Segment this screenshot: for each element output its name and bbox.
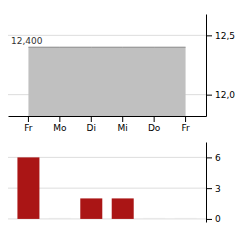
- tick-label: 6: [215, 153, 221, 163]
- tick: 0: [206, 214, 221, 224]
- bar: [80, 198, 102, 219]
- axis-line: [9, 116, 207, 117]
- tick-label: Mi: [118, 123, 128, 133]
- tick-label: Do: [148, 123, 161, 133]
- tick: 3: [206, 184, 221, 194]
- tick: Di: [87, 116, 96, 133]
- bar: [112, 198, 134, 219]
- panel: 0 3 6: [8, 143, 221, 225]
- tick-mark: [206, 219, 212, 220]
- grid: [8, 157, 206, 219]
- chart: 12,0 12,5 Fr Mo Di Mi Do Fr 12,400 0 3 6: [0, 0, 240, 231]
- bar: [17, 157, 39, 219]
- tick-mark: [206, 95, 212, 96]
- tick-mark: [206, 188, 212, 189]
- y-axis: 12,0 12,5: [206, 15, 235, 117]
- axis-line: [206, 143, 207, 223]
- tick: Fr: [181, 116, 190, 133]
- tick-mark: [185, 116, 186, 122]
- tick: Do: [148, 116, 161, 133]
- bar: [175, 218, 197, 219]
- tick-label: Fr: [24, 123, 33, 133]
- tick-mark: [122, 116, 123, 122]
- tick-mark: [154, 116, 155, 122]
- tick: 12,0: [206, 90, 235, 100]
- tick: 12,5: [206, 31, 235, 41]
- x-axis: Fr Mo Di Mi Do Fr: [9, 116, 207, 133]
- marks: [28, 47, 185, 116]
- tick: Mi: [118, 116, 128, 133]
- tick-mark: [206, 35, 212, 36]
- tick-label: Mo: [53, 123, 67, 133]
- bar: [143, 218, 165, 219]
- tick: 6: [206, 153, 221, 163]
- tick-label: Di: [87, 123, 96, 133]
- area: [28, 47, 185, 116]
- tick: Mo: [53, 116, 67, 133]
- y-axis: 0 3 6: [206, 143, 221, 225]
- tick-label: 3: [215, 184, 221, 194]
- panel: 12,0 12,5 Fr Mo Di Mi Do Fr 12,400: [8, 15, 235, 134]
- bar: [49, 218, 71, 219]
- tick-label: 0: [215, 214, 221, 224]
- tick-mark: [59, 116, 60, 122]
- tick: Fr: [24, 116, 33, 133]
- tick-mark: [28, 116, 29, 122]
- axis-line: [206, 15, 207, 117]
- tick-label: Fr: [181, 123, 190, 133]
- tick-mark: [206, 157, 212, 158]
- tick-mark: [91, 116, 92, 122]
- tick-label: 12,5: [215, 31, 235, 41]
- annotation: 12,400: [11, 36, 43, 46]
- area-line: [28, 47, 185, 48]
- marks: [17, 157, 196, 219]
- tick-label: 12,0: [215, 90, 235, 100]
